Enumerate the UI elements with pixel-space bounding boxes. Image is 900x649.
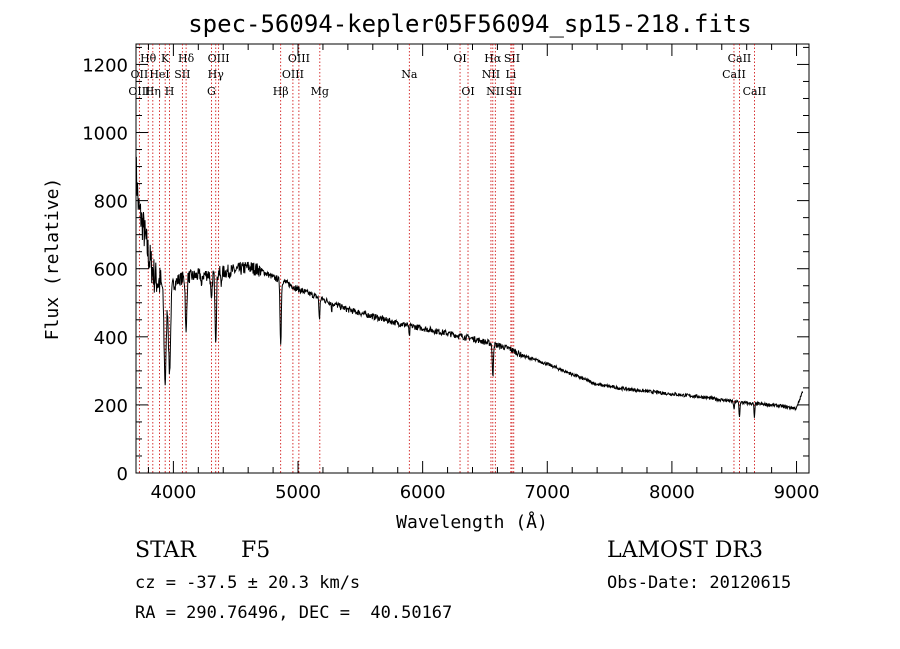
line-marker-layer: Hθ OII OIII K HeI Hη SII H Hδ OIII Hγ G OIII OIII Hβ Mg… xyxy=(128,44,766,473)
line-marker-label-8: Hδ xyxy=(178,52,195,65)
object-class: STAR xyxy=(135,538,196,563)
observation-date: Obs-Date: 20120615 xyxy=(607,573,792,593)
line-marker-label-27: CaII xyxy=(743,85,767,98)
line-marker-label-20: SII xyxy=(504,52,520,65)
y-tick-label-1000: 1000 xyxy=(82,124,128,145)
line-marker-label-18: OI xyxy=(461,85,474,98)
line-marker-label-5: Hη xyxy=(145,85,161,98)
line-marker-label-2: OIII xyxy=(128,85,150,98)
line-marker-label-0: Hθ xyxy=(140,52,157,65)
line-marker-label-14: Hβ xyxy=(273,85,289,98)
line-marker-label-26: CaII xyxy=(722,68,746,81)
line-marker-label-25: CaII xyxy=(728,52,752,65)
line-marker-label-1: OII xyxy=(131,68,149,81)
y-tick-label-400: 400 xyxy=(94,328,128,349)
line-marker-label-23: NII xyxy=(486,85,504,98)
line-marker-label-13: OIII xyxy=(282,68,304,81)
line-marker-label-15: Mg xyxy=(311,85,329,98)
survey-name: LAMOST DR3 xyxy=(607,538,763,563)
y-axis-label: Flux (relative) xyxy=(42,178,63,341)
plot-frame xyxy=(135,43,810,474)
line-marker-label-11: G xyxy=(207,85,216,98)
coordinates-readout: RA = 290.76496, DEC = 40.50167 xyxy=(135,603,453,623)
line-marker-label-21: NII xyxy=(482,68,500,81)
line-marker-label-6: SII xyxy=(174,68,190,81)
y-tick-label-800: 800 xyxy=(94,192,128,213)
axis-layer: 4000 5000 6000 7000 8000 9000 0 200 400 600 800 100… xyxy=(82,44,819,503)
line-marker-label-9: OIII xyxy=(208,52,230,65)
line-marker-label-16: Na xyxy=(401,68,418,81)
spectrum-layer xyxy=(135,156,804,418)
x-tick-label-7000: 7000 xyxy=(524,482,570,503)
x-tick-label-8000: 8000 xyxy=(649,482,695,503)
x-tick-label-4000: 4000 xyxy=(150,482,196,503)
x-tick-label-9000: 9000 xyxy=(774,482,820,503)
line-marker-label-19: Hα xyxy=(484,52,502,65)
spectrum-trace xyxy=(135,156,804,418)
line-marker-label-24: SII xyxy=(506,85,522,98)
y-tick-label-1200: 1200 xyxy=(82,55,128,76)
x-axis-label: Wavelength (Å) xyxy=(396,511,548,533)
line-marker-label-7: H xyxy=(165,85,175,98)
line-marker-label-12: OIII xyxy=(288,52,310,65)
line-marker-label-17: OI xyxy=(453,52,466,65)
line-marker-label-4: HeI xyxy=(149,68,169,81)
chart-title: spec-56094-kepler05F56094_sp15-218.fits xyxy=(188,10,752,38)
x-tick-label-5000: 5000 xyxy=(275,482,321,503)
line-marker-label-10: Hγ xyxy=(208,68,225,81)
line-marker-label-3: K xyxy=(161,52,170,65)
line-marker-label-22: Li xyxy=(505,68,516,81)
y-tick-label-0: 0 xyxy=(117,464,128,485)
y-tick-label-600: 600 xyxy=(94,260,128,281)
object-subclass: F5 xyxy=(241,538,271,563)
redshift-readout: cz = -37.5 ± 20.3 km/s xyxy=(135,573,361,593)
x-tick-label-6000: 6000 xyxy=(400,482,446,503)
y-tick-label-200: 200 xyxy=(94,396,128,417)
